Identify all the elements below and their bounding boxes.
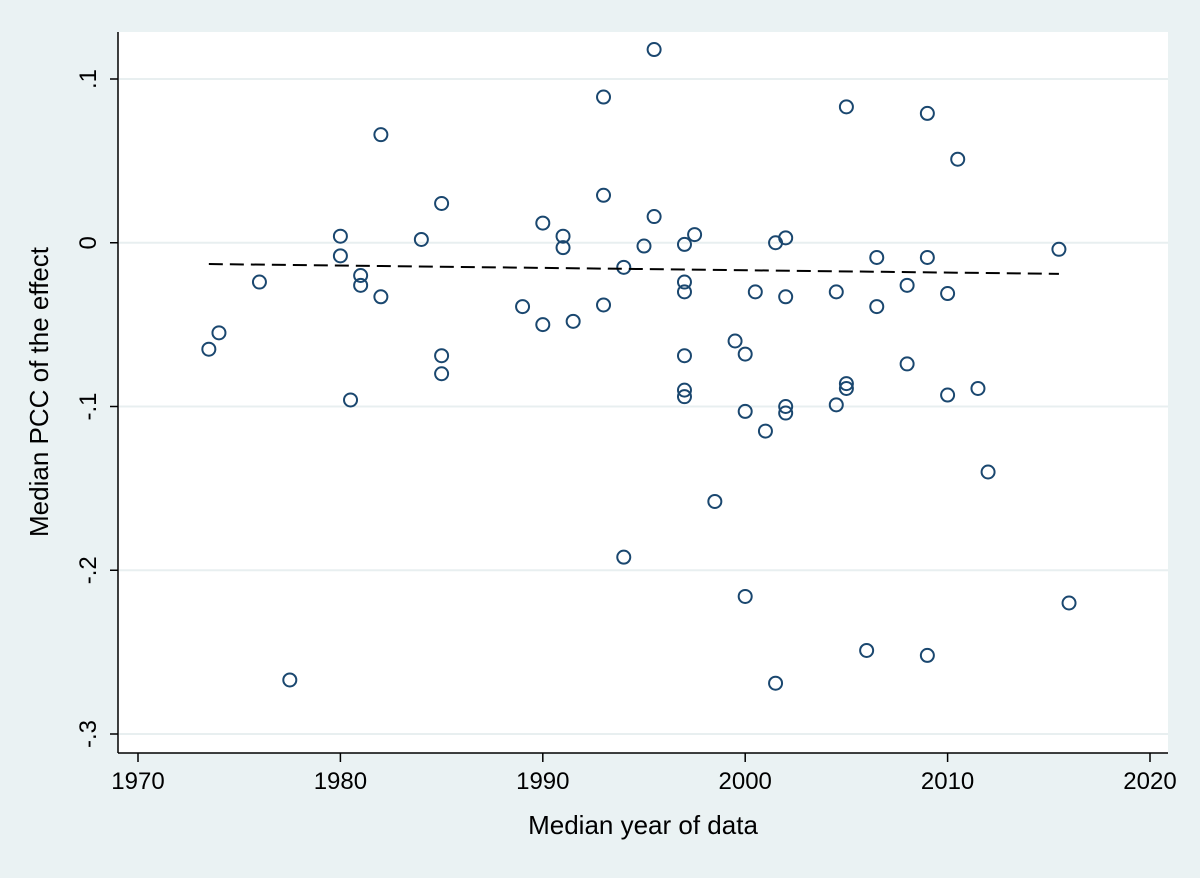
gridlines — [119, 78, 1168, 735]
data-point — [282, 672, 298, 688]
data-point — [869, 299, 885, 315]
data-point — [727, 333, 743, 349]
data-point — [778, 230, 794, 246]
plot-area — [118, 32, 1168, 753]
data-point — [950, 151, 966, 167]
data-point — [343, 392, 359, 408]
data-point — [768, 675, 784, 691]
data-point — [838, 99, 854, 115]
data-point — [616, 549, 632, 565]
x-tick-label: 2000 — [719, 768, 772, 795]
x-tick-label: 1970 — [111, 768, 164, 795]
y-tick-label: -.2 — [75, 556, 102, 584]
data-point — [596, 89, 612, 105]
x-tick-label: 1980 — [314, 768, 367, 795]
data-point — [838, 380, 854, 396]
data-point — [555, 240, 571, 256]
x-axis-label: Median year of data — [528, 810, 758, 840]
data-point — [828, 284, 844, 300]
data-point — [869, 249, 885, 265]
data-point — [676, 389, 692, 405]
data-point — [636, 238, 652, 254]
data-point — [646, 209, 662, 225]
data-point — [687, 227, 703, 243]
data-point — [413, 231, 429, 247]
data-point — [1051, 241, 1067, 257]
data-point — [859, 642, 875, 658]
fit-line-group — [208, 263, 1059, 275]
data-point — [778, 289, 794, 305]
data-point — [899, 277, 915, 293]
data-point — [434, 366, 450, 382]
data-point — [535, 317, 551, 333]
data-point — [737, 588, 753, 604]
data-point — [919, 647, 935, 663]
data-point — [373, 289, 389, 305]
data-point — [919, 249, 935, 265]
data-point — [676, 284, 692, 300]
data-point — [707, 493, 723, 509]
data-point — [838, 376, 854, 392]
data-point — [535, 215, 551, 231]
data-point — [747, 284, 763, 300]
data-point — [919, 105, 935, 121]
y-tick-label: .1 — [75, 69, 102, 89]
x-tick-label: 2020 — [1123, 768, 1176, 795]
data-point — [778, 399, 794, 414]
data-point — [778, 405, 794, 421]
data-point — [332, 248, 348, 264]
data-point — [737, 346, 753, 362]
data-point — [970, 380, 986, 396]
x-tick-label: 1990 — [516, 768, 569, 795]
data-point — [434, 348, 450, 364]
data-point — [201, 341, 217, 357]
data-point — [555, 228, 571, 244]
data-point — [757, 423, 773, 439]
data-point — [596, 297, 612, 313]
data-point — [565, 313, 581, 329]
data-point — [676, 274, 692, 290]
y-tick-label: -.1 — [75, 392, 102, 420]
data-point — [1061, 595, 1077, 611]
data-point — [373, 127, 389, 143]
data-point — [353, 268, 369, 283]
data-point — [676, 348, 692, 364]
data-point — [353, 277, 369, 293]
data-point — [676, 382, 692, 398]
data-point — [828, 397, 844, 413]
data-point — [980, 464, 996, 480]
data-point — [596, 187, 612, 203]
fit-line — [208, 263, 1059, 275]
y-tick-label: 0 — [75, 236, 102, 249]
data-point — [211, 325, 227, 341]
data-point — [646, 42, 662, 58]
data-point — [940, 387, 956, 403]
y-axis: -.3 -.2 -.1 0 .1 — [75, 32, 119, 753]
data-point — [515, 299, 531, 315]
data-points — [201, 42, 1077, 691]
data-point — [940, 286, 956, 302]
data-point — [737, 403, 753, 419]
data-point — [616, 259, 632, 275]
x-axis: 1970 1980 1990 2000 2010 2020 — [111, 752, 1177, 795]
data-point — [434, 195, 450, 211]
data-point — [899, 356, 915, 372]
data-point — [251, 274, 267, 290]
data-point — [676, 236, 692, 252]
y-tick-label: -.3 — [75, 720, 102, 748]
y-axis-label: Median PCC of the effect — [24, 246, 54, 537]
x-tick-label: 2010 — [921, 768, 974, 795]
data-point — [332, 228, 348, 244]
